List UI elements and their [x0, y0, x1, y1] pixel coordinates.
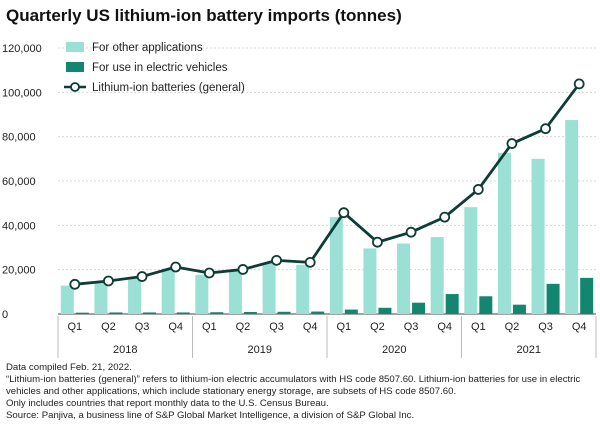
x-tick-label: Q4 — [303, 321, 318, 333]
line-point — [506, 138, 518, 149]
x-tick-label: Q2 — [101, 321, 116, 333]
line-point — [203, 267, 215, 279]
bar-other-applications — [195, 274, 209, 314]
y-tick-label: 0 — [2, 309, 8, 321]
x-tick-label: Q3 — [404, 321, 419, 333]
line-point — [372, 236, 383, 248]
chart-notes: Data compiled Feb. 21, 2022. “Lithium-io… — [6, 362, 596, 422]
line-lithium-ion-general — [74, 83, 581, 286]
line-point — [103, 275, 114, 287]
bar-electric-vehicles — [109, 312, 123, 314]
bar-other-applications — [128, 278, 142, 314]
bar-electric-vehicles — [546, 283, 560, 314]
x-tick-label: Q3 — [135, 321, 150, 333]
bar-electric-vehicles — [344, 309, 358, 314]
y-tick-label: 80,000 — [2, 132, 36, 144]
line-point — [472, 184, 484, 195]
bar-electric-vehicles — [512, 304, 526, 314]
x-tick-label: Q1 — [67, 321, 82, 333]
x-group-label: 2020 — [382, 344, 406, 356]
bar-electric-vehicles — [143, 312, 157, 314]
x-tick-label: Q2 — [505, 321, 520, 333]
line-point — [271, 254, 282, 266]
x-tick-label: Q1 — [202, 321, 217, 333]
x-tick-label: Q4 — [437, 321, 452, 333]
x-tick-label: Q1 — [336, 321, 351, 333]
line-point — [439, 211, 451, 223]
legend-swatch-other-applications — [66, 42, 84, 52]
bar-electric-vehicles — [479, 296, 493, 314]
line-point — [170, 261, 182, 273]
bar-electric-vehicles — [277, 311, 291, 314]
x-tick-label: Q3 — [269, 321, 284, 333]
bar-other-applications — [363, 248, 377, 314]
x-tick-label: Q4 — [572, 321, 587, 333]
bar-electric-vehicles — [445, 294, 459, 314]
x-tick-label: Q2 — [370, 321, 385, 333]
bar-other-applications — [94, 282, 108, 314]
legend-label: For other applications — [92, 42, 203, 54]
x-tick-label: Q2 — [236, 321, 251, 333]
bar-other-applications — [228, 271, 242, 314]
x-tick-label: Q1 — [471, 321, 486, 333]
chart-title: Quarterly US lithium-ion battery imports… — [6, 6, 402, 25]
chart-canvas: 0 20,000 40,000 60,000 80,000 100,000 120,000 Q… — [2, 42, 597, 358]
legend-swatch-electric-vehicles — [66, 62, 84, 72]
y-tick-label: 100,000 — [2, 87, 42, 99]
line-point — [304, 256, 316, 268]
bar-other-applications — [329, 217, 343, 314]
x-tick-label: Q4 — [168, 321, 183, 333]
line-point — [237, 264, 249, 275]
bar-other-applications — [397, 243, 411, 314]
line-point — [540, 123, 551, 135]
y-tick-label: 20,000 — [2, 265, 36, 277]
bar-other-applications — [497, 152, 511, 314]
note-compiled: Data compiled Feb. 21, 2022. — [6, 362, 132, 373]
bar-other-applications — [296, 264, 310, 314]
bar-electric-vehicles — [176, 312, 190, 314]
bar-electric-vehicles — [311, 311, 325, 314]
note-scope: Only includes countries that report mont… — [6, 398, 329, 409]
legend-label: For use in electric vehicles — [92, 62, 228, 74]
x-group-label: 2018 — [113, 344, 137, 356]
note-definition: “Lithium-ion batteries (general)” refers… — [6, 374, 581, 397]
bar-other-applications — [464, 207, 478, 314]
bar-other-applications — [565, 120, 579, 315]
line-point — [405, 226, 417, 238]
y-tick-label: 120,000 — [2, 43, 42, 55]
note-source: Source: Panjiva, a business line of S&P … — [6, 410, 415, 421]
bar-other-applications — [531, 158, 545, 314]
bar-electric-vehicles — [75, 312, 89, 314]
bar-electric-vehicles — [378, 307, 392, 314]
y-tick-label: 60,000 — [2, 176, 36, 188]
bar-electric-vehicles — [243, 312, 257, 314]
y-tick-label: 40,000 — [2, 220, 36, 232]
legend-label: Lithium-ion batteries (general) — [92, 82, 245, 94]
bar-other-applications — [262, 262, 276, 314]
bar-other-applications — [60, 285, 74, 314]
line-point — [69, 278, 81, 290]
bar-other-applications — [161, 268, 175, 314]
x-tick-label: Q3 — [538, 321, 553, 333]
bar-electric-vehicles — [580, 277, 594, 314]
line-point — [338, 207, 350, 219]
bar-electric-vehicles — [412, 302, 426, 314]
line-point — [136, 271, 148, 282]
legend-marker — [70, 82, 80, 92]
line-point — [573, 78, 585, 90]
bar-electric-vehicles — [210, 312, 224, 314]
bar-other-applications — [430, 237, 444, 314]
x-group-label: 2019 — [248, 344, 272, 356]
x-group-label: 2021 — [517, 344, 541, 356]
